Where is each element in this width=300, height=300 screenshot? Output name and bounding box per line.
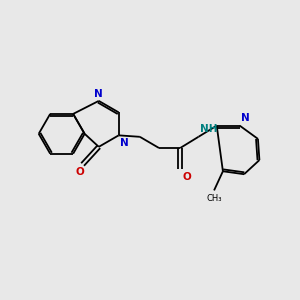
Text: O: O xyxy=(183,172,191,182)
Text: N: N xyxy=(241,113,250,123)
Text: CH₃: CH₃ xyxy=(206,194,222,203)
Text: NH: NH xyxy=(200,124,217,134)
Text: N: N xyxy=(120,138,129,148)
Text: O: O xyxy=(75,167,84,177)
Text: N: N xyxy=(94,88,103,98)
